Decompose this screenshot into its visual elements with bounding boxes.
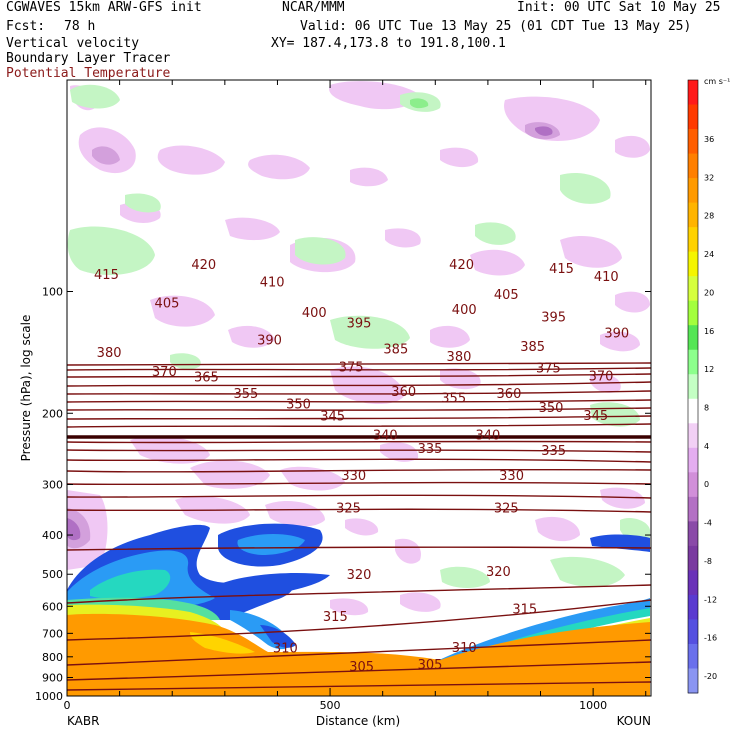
tracer-lobe-upper-inner — [237, 534, 305, 555]
theta-contour-label: 320 — [347, 568, 372, 583]
y-tick-label: 300 — [42, 478, 63, 491]
theta-contour-label: 330 — [341, 469, 366, 484]
field-vertical-velocity: Vertical velocity — [6, 36, 140, 51]
theta-label-layer: 420 420 415 415 410 410 405 405 400 400 395 395 390 3… — [94, 258, 629, 675]
theta-contour-label: 320 — [486, 565, 511, 580]
x-tick-label: 500 — [320, 699, 341, 712]
y-tick-label: 400 — [42, 529, 63, 542]
field-potential-temperature: Potential Temperature — [6, 66, 171, 81]
theta-contour-label: 355 — [233, 387, 258, 402]
plot-frame — [66, 79, 652, 697]
theta-contour-label: 350 — [286, 397, 311, 412]
upper-tracer-plume-core — [90, 569, 171, 599]
theta-contour-label: 385 — [520, 340, 545, 355]
theta-contour-label: 340 — [475, 429, 500, 444]
theta-contour-label: 360 — [391, 385, 416, 400]
theta-contour-label: 400 — [452, 303, 477, 318]
y-tick-label: 900 — [42, 671, 63, 684]
theta-contour-label: 360 — [497, 387, 522, 402]
x-axis-label: Distance (km) — [316, 714, 400, 728]
theta-contours — [67, 362, 651, 691]
y-tick-label: 800 — [42, 651, 63, 664]
theta-contour-label: 365 — [194, 370, 219, 385]
theta-contour-label: 350 — [539, 401, 564, 416]
x-tick-label: 0 — [64, 699, 71, 712]
y-tick-label: 600 — [42, 600, 63, 613]
x-tick-label: 1000 — [579, 699, 607, 712]
field-boundary-layer-tracer: Boundary Layer Tracer — [6, 51, 171, 66]
theta-contour-label: 315 — [323, 610, 348, 625]
theta-contour-label: 370 — [589, 369, 614, 384]
forecast-hours: 78 h — [64, 19, 96, 34]
theta-contour-label: 390 — [604, 326, 629, 341]
theta-contour-label: 390 — [257, 333, 282, 348]
model-title: CGWAVES 15km ARW-GFS init — [6, 0, 202, 15]
theta-contour-label: 395 — [541, 311, 566, 326]
theta-contour-label: 310 — [452, 641, 477, 656]
theta-contour-label: 335 — [541, 444, 566, 459]
theta-contour-label: 415 — [94, 268, 119, 283]
theta-contour-label: 335 — [418, 442, 443, 457]
left-station-label: KABR — [67, 714, 99, 728]
theta-contour-label: 370 — [152, 365, 177, 380]
theta-contour-label: 305 — [418, 658, 443, 673]
right-station-label: KOUN — [617, 714, 651, 728]
theta-contour-label: 380 — [97, 346, 122, 361]
theta-contour-label: 410 — [594, 270, 619, 285]
cross-section-xy: XY= 187.4,173.8 to 191.8,100.1 — [271, 36, 506, 51]
theta-contour-label: 325 — [336, 502, 361, 517]
theta-contour-label: 400 — [302, 306, 327, 321]
boundary-layer-yellow-edge — [190, 632, 255, 654]
theta-contour-label: 310 — [273, 642, 298, 657]
theta-contour-label: 340 — [373, 429, 398, 444]
theta-contour-label: 405 — [155, 296, 180, 311]
y-tick-label: 1000 — [35, 690, 63, 703]
theta-contour-label: 330 — [499, 469, 524, 484]
y-tick-label: 200 — [42, 407, 63, 420]
theta-contour-label: 345 — [583, 409, 608, 424]
theta-contour-label: 385 — [383, 342, 408, 357]
y-tick-label: 700 — [42, 627, 63, 640]
theta-contour-label: 375 — [536, 361, 561, 376]
tracer-lobe-right — [590, 534, 650, 552]
tracer-lobe-lower — [218, 573, 330, 597]
y-tick-label: 100 — [42, 286, 63, 299]
theta-contour-label: 395 — [347, 317, 372, 332]
center-label: NCAR/MMM — [282, 0, 345, 15]
theta-contour-label: 420 — [449, 258, 474, 273]
theta-contour-label: 315 — [512, 602, 537, 617]
theta-contour-label: 345 — [320, 410, 345, 425]
ascent-cores — [410, 98, 429, 109]
theta-contour-label: 375 — [339, 360, 364, 375]
y-tick-label: 500 — [42, 568, 63, 581]
lower-plume-deep-blue — [260, 625, 296, 648]
theta-contour-label: 355 — [441, 392, 466, 407]
theta-contour-label: 380 — [447, 350, 472, 365]
y-axis-label: Pressure (hPa), log scale — [19, 315, 33, 462]
forecast-label: Fcst: — [6, 19, 46, 34]
theta-contour-label: 415 — [549, 262, 574, 277]
theta-contour-label: 405 — [494, 288, 519, 303]
theta-contour-label: 325 — [494, 502, 519, 517]
theta-contour-label: 305 — [349, 660, 374, 675]
init-time: Init: 00 UTC Sat 10 May 25 — [517, 0, 721, 15]
valid-time: Valid: 06 UTC Tue 13 May 25 (01 CDT Tue … — [300, 19, 692, 34]
theta-contour-label: 410 — [260, 275, 285, 290]
theta-contour-label: 420 — [191, 258, 216, 273]
